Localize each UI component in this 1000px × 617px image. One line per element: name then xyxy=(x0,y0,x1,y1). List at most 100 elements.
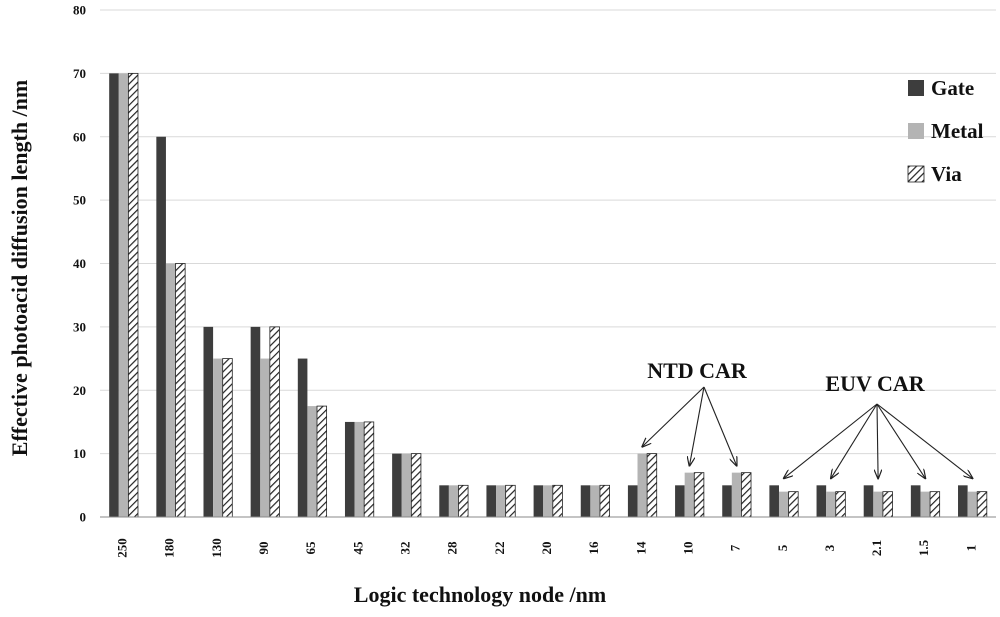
y-axis-ticks: 0 10 20 30 40 50 60 70 80 xyxy=(73,3,86,525)
x-tick-label: 10 xyxy=(680,542,695,555)
bar-gate xyxy=(250,326,261,517)
bar-metal xyxy=(967,491,978,517)
annotation-arrow xyxy=(876,403,925,478)
bar-via xyxy=(929,491,941,518)
bar-gate xyxy=(580,485,591,517)
bar-gate xyxy=(533,485,544,517)
bar-metal xyxy=(873,491,883,517)
bar-gate xyxy=(675,485,685,517)
x-tick-label: 3 xyxy=(822,544,837,551)
x-tick-label: 5 xyxy=(775,544,790,551)
y-axis-title: Effective photoacid diffusion length /nm xyxy=(7,80,32,456)
x-tick-label: 7 xyxy=(728,544,743,551)
x-tick-label: 28 xyxy=(445,541,460,555)
bar-via xyxy=(693,472,705,518)
x-tick-label: 1.5 xyxy=(916,539,931,556)
bar-metal xyxy=(684,472,695,517)
bar-metal xyxy=(401,453,412,517)
bar-gate xyxy=(344,421,355,517)
x-tick-label: 22 xyxy=(492,542,507,555)
bars xyxy=(109,72,988,518)
bar-gate xyxy=(392,453,402,517)
annotation-label: EUV CAR xyxy=(825,371,925,396)
legend: Gate Metal Via xyxy=(907,76,984,186)
bar-metal xyxy=(496,485,506,517)
annotation-arrow xyxy=(831,403,878,478)
x-tick-label: 2.1 xyxy=(869,540,884,556)
bar-metal xyxy=(213,358,223,517)
y-tick-label: 80 xyxy=(73,3,86,18)
bar-gate xyxy=(439,485,449,517)
bar-via xyxy=(127,72,139,518)
bar-via xyxy=(363,421,375,518)
bar-via xyxy=(175,263,186,518)
bar-via xyxy=(646,453,658,518)
bar-gate xyxy=(627,485,638,517)
annotation-arrow xyxy=(876,403,972,478)
bar-via xyxy=(222,358,233,518)
legend-swatch-via xyxy=(907,165,925,183)
x-tick-label: 16 xyxy=(586,541,601,555)
x-tick-label: 14 xyxy=(633,541,648,555)
bar-via xyxy=(410,453,422,518)
y-tick-label: 50 xyxy=(73,193,86,208)
annotation-label: NTD CAR xyxy=(647,358,748,383)
annotation-arrow xyxy=(703,386,737,466)
bar-via xyxy=(269,326,280,518)
bar-metal xyxy=(637,453,648,517)
bar-metal xyxy=(826,491,836,517)
bar-gate xyxy=(863,485,874,517)
bar-via xyxy=(505,484,516,518)
x-tick-label: 20 xyxy=(539,542,554,555)
bar-metal xyxy=(354,421,365,517)
y-tick-label: 10 xyxy=(73,446,86,461)
x-tick-label: 90 xyxy=(256,542,271,555)
x-tick-label: 250 xyxy=(115,538,130,558)
x-tick-label: 45 xyxy=(350,541,365,555)
y-tick-label: 30 xyxy=(73,319,86,334)
gridlines xyxy=(100,9,996,455)
bar-metal xyxy=(590,485,600,517)
y-tick-label: 20 xyxy=(73,383,86,398)
bar-via xyxy=(835,491,846,518)
bar-gate xyxy=(769,485,779,517)
x-tick-label: 32 xyxy=(398,542,413,555)
bar-gate xyxy=(156,136,166,517)
bar-via xyxy=(552,484,563,518)
bar-gate xyxy=(203,326,214,517)
bar-via xyxy=(741,472,752,518)
legend-label-gate: Gate xyxy=(931,76,974,100)
bar-gate xyxy=(486,485,497,517)
x-tick-label: 180 xyxy=(162,538,177,558)
bar-via xyxy=(882,491,893,518)
bar-via xyxy=(976,491,988,518)
legend-swatch-metal xyxy=(908,123,924,139)
bar-metal xyxy=(307,406,318,517)
y-tick-label: 70 xyxy=(73,66,86,81)
x-tick-label: 130 xyxy=(209,538,224,558)
bar-via xyxy=(599,484,610,518)
bar-gate xyxy=(109,73,119,517)
bar-gate xyxy=(910,485,921,517)
annotation-arrow xyxy=(642,386,705,447)
bar-metal xyxy=(731,472,742,517)
bar-gate xyxy=(722,485,732,517)
bar-metal xyxy=(260,358,270,517)
bar-metal xyxy=(920,491,931,517)
bar-metal xyxy=(118,73,129,517)
annotation-arrow xyxy=(689,386,705,466)
bar-via xyxy=(458,484,469,518)
bar-metal xyxy=(778,491,789,517)
bar-via xyxy=(316,405,328,518)
legend-swatch-gate xyxy=(908,80,924,96)
legend-label-via: Via xyxy=(931,162,962,186)
y-tick-label: 0 xyxy=(80,510,87,525)
legend-label-metal: Metal xyxy=(931,119,984,143)
annotations: NTD CAR EUV CAR xyxy=(642,358,972,478)
bar-via xyxy=(788,491,799,518)
y-tick-label: 40 xyxy=(73,256,86,271)
bar-gate xyxy=(297,358,308,517)
x-axis-title: Logic technology node /nm xyxy=(354,582,606,607)
